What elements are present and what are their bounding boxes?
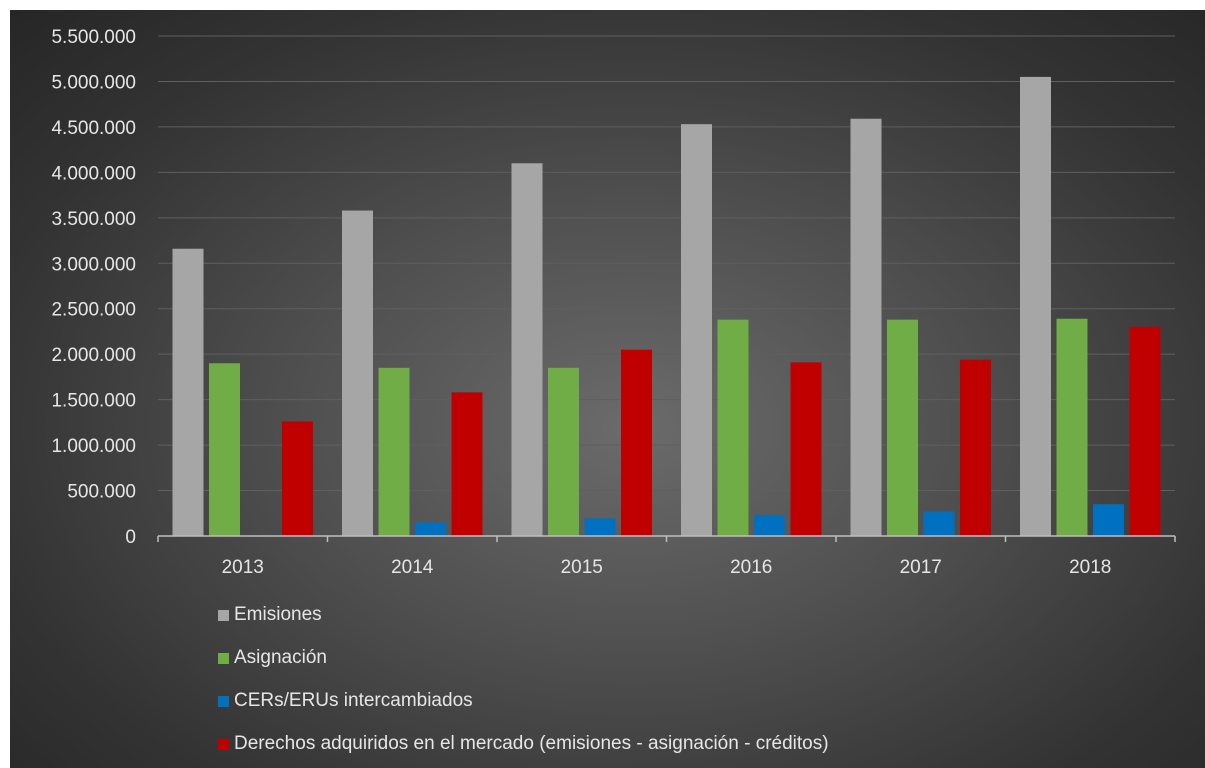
bar-2018-1 xyxy=(1020,76,1051,536)
bar-2015-3 xyxy=(584,518,616,536)
legend-swatch xyxy=(218,695,229,707)
y-tick-label: 3.000.000 xyxy=(51,254,136,275)
x-axis xyxy=(157,535,1176,542)
y-tick-label: 1.500.000 xyxy=(51,391,136,412)
bar-2016-1 xyxy=(681,124,712,536)
legend-label: Derechos adquiridos en el mercado (emisi… xyxy=(234,733,829,754)
bar-2014-2 xyxy=(378,367,410,536)
bar-2015-1 xyxy=(511,163,543,537)
bar-2018-2 xyxy=(1056,318,1088,536)
x-tick-label: 2015 xyxy=(561,557,603,578)
bar-2013-4 xyxy=(282,421,313,536)
chart-panel: 0 500.000 1.000.000 1.500.000 2.000.000 2.500… xyxy=(10,10,1205,768)
bar-2017-3 xyxy=(923,511,955,536)
bar-2016-4 xyxy=(790,362,822,536)
bar-2014-4 xyxy=(451,392,483,536)
bar-2016-2 xyxy=(717,319,749,536)
y-tick-label: 500.000 xyxy=(67,482,136,503)
bar-2014-1 xyxy=(342,210,373,536)
y-tick-label: 5.500.000 xyxy=(51,27,136,48)
y-tick-label: 0 xyxy=(125,527,136,548)
legend-item: Asignación xyxy=(218,647,327,669)
bar-chart: 0 500.000 1.000.000 1.500.000 2.000.000 2.500… xyxy=(51,27,1176,578)
y-tick-label: 4.000.000 xyxy=(51,163,136,184)
legend-item: CERs/ERUs intercambiados xyxy=(218,690,473,712)
x-tick-label: 2016 xyxy=(730,557,772,578)
bar-2014-3 xyxy=(415,522,446,536)
x-axis-tick-labels: 2013 2014 2015 2016 2017 2018 xyxy=(222,557,1112,578)
bar-2018-3 xyxy=(1093,504,1124,536)
bar-2018-4 xyxy=(1129,326,1161,536)
legend-label: Emisiones xyxy=(234,604,322,625)
x-tick-label: 2014 xyxy=(391,557,434,578)
y-tick-label: 3.500.000 xyxy=(51,209,136,230)
y-tick-label: 2.500.000 xyxy=(51,300,136,321)
legend-item: Emisiones xyxy=(218,604,322,626)
legend-label: CERs/ERUs intercambiados xyxy=(234,690,473,711)
gridlines xyxy=(158,35,1175,492)
x-tick-label: 2013 xyxy=(222,557,264,578)
legend-label: Asignación xyxy=(234,647,327,668)
bar-2017-2 xyxy=(887,319,918,536)
y-tick-label: 1.000.000 xyxy=(51,436,136,457)
bar-2013-1 xyxy=(172,248,204,536)
legend-swatch xyxy=(218,609,229,621)
bar-2013-2 xyxy=(209,363,240,536)
bar-2015-4 xyxy=(621,349,652,536)
y-tick-label: 2.000.000 xyxy=(51,345,136,366)
bar-2015-2 xyxy=(548,367,579,536)
y-axis-tick-labels: 0 500.000 1.000.000 1.500.000 2.000.000 2.500… xyxy=(51,27,136,548)
legend-swatch xyxy=(218,738,229,750)
legend-item: Derechos adquiridos en el mercado (emisi… xyxy=(218,733,829,755)
legend-swatch xyxy=(218,652,229,664)
x-tick-label: 2018 xyxy=(1069,557,1111,578)
y-tick-label: 5.000.000 xyxy=(51,72,136,93)
x-tick-label: 2017 xyxy=(900,557,942,578)
y-tick-label: 4.500.000 xyxy=(51,118,136,139)
bars xyxy=(172,76,1161,537)
bar-2017-4 xyxy=(960,359,991,536)
bar-2017-1 xyxy=(850,118,882,537)
bar-2016-3 xyxy=(754,515,785,536)
